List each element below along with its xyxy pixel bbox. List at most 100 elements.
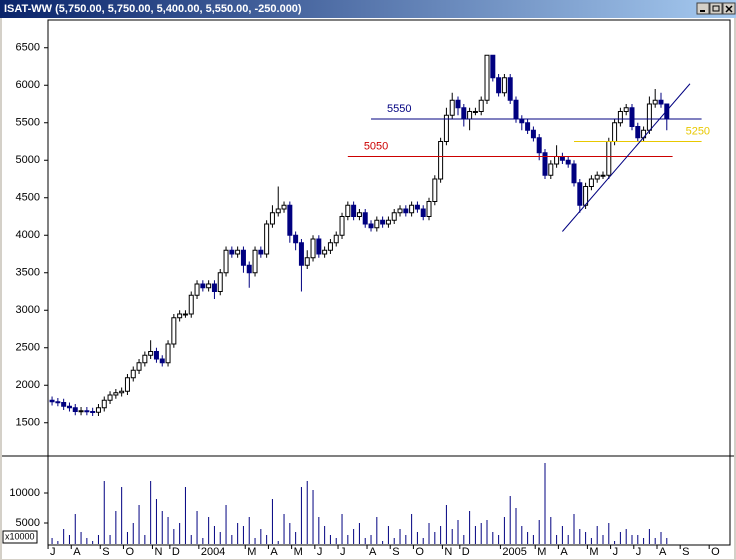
y-tick-label: 2000: [16, 379, 40, 391]
candle-body: [327, 242, 333, 251]
candle-body: [629, 107, 635, 127]
candle-body: [264, 223, 270, 255]
candle-body: [542, 152, 548, 176]
candle-body: [223, 249, 229, 274]
candle-body: [66, 405, 72, 409]
candle-body: [362, 212, 368, 225]
y-tick-label: 5000: [16, 517, 40, 529]
x-tick-label: J: [340, 546, 346, 558]
candle-body: [165, 343, 171, 364]
candle-body: [142, 354, 148, 364]
candle-body: [107, 394, 113, 401]
candle-body: [316, 238, 322, 255]
candle-body: [617, 111, 623, 124]
x-tick-label: D: [462, 546, 470, 558]
candle-body: [606, 141, 612, 176]
x-tick-label: 2004: [201, 546, 225, 558]
candle-body: [368, 223, 374, 229]
candle-body: [72, 407, 78, 412]
y-tick-label: 2500: [16, 342, 40, 354]
candle-body: [229, 249, 235, 255]
candle-body: [194, 283, 200, 296]
candle-body: [90, 411, 96, 413]
candle-body: [130, 369, 136, 379]
x-tick-label: J: [613, 546, 619, 558]
candle-body: [588, 178, 594, 187]
candle-body: [269, 212, 275, 225]
candle-body: [432, 178, 438, 202]
x-tick-label: N: [444, 546, 452, 558]
candle-body: [472, 111, 478, 113]
unit-box: [2, 530, 38, 544]
x-tick-label: S: [682, 546, 689, 558]
candle-body: [211, 283, 217, 292]
candle-body: [519, 118, 525, 124]
y-tick-label: 6500: [16, 42, 40, 54]
candle-body: [536, 137, 542, 154]
candle-body: [380, 219, 386, 225]
x-tick-label: M: [294, 546, 303, 558]
horizontal-line-label: 5550: [387, 103, 411, 115]
candle-body: [612, 122, 618, 142]
candle-body: [159, 358, 165, 364]
candle-body: [449, 99, 455, 116]
candle-body: [646, 103, 652, 131]
candle-body: [461, 107, 467, 120]
x-tick-label: O: [711, 546, 720, 558]
candle-body: [322, 249, 328, 255]
candle-body: [293, 234, 299, 244]
x-tick-label: A: [560, 546, 568, 558]
x-tick-label: J: [50, 546, 56, 558]
x-tick-label: A: [659, 546, 667, 558]
x-tick-label: D: [172, 546, 180, 558]
candle-body: [577, 182, 583, 206]
candle-body: [467, 111, 473, 120]
candle-body: [426, 201, 432, 217]
candle-body: [525, 122, 531, 131]
candle-body: [310, 238, 316, 259]
candle-body: [530, 129, 536, 139]
candle-body: [235, 249, 241, 255]
candle-body: [351, 204, 357, 217]
y-tick-label: 5500: [16, 117, 40, 129]
window-buttons[interactable]: [696, 2, 736, 15]
horizontal-line-label: 5250: [686, 125, 710, 137]
candle-body: [559, 156, 565, 161]
candle-body: [78, 410, 84, 413]
candle-body: [443, 114, 449, 142]
minimize-button[interactable]: [696, 2, 710, 15]
candle-body: [554, 156, 560, 165]
x-tick-label: M: [247, 546, 256, 558]
restore-button[interactable]: [709, 2, 723, 15]
x-tick-label: N: [154, 546, 162, 558]
x-tick-label: O: [415, 546, 424, 558]
candle-body: [333, 234, 339, 244]
title-bar: [0, 0, 736, 18]
candle-body: [240, 249, 246, 266]
candle-body: [252, 249, 258, 274]
x-tick-label: M: [589, 546, 598, 558]
y-tick-label: 6000: [16, 79, 40, 91]
y-tick-label: 10000: [9, 487, 40, 499]
candle-body: [438, 141, 444, 180]
y-tick-label: 1500: [16, 417, 40, 429]
candle-body: [258, 249, 264, 255]
x-tick-label: S: [102, 546, 109, 558]
candle-body: [304, 257, 310, 266]
candle-body: [153, 351, 159, 360]
x-tick-label: S: [392, 546, 399, 558]
candle-body: [490, 54, 496, 79]
y-tick-label: 4500: [16, 192, 40, 204]
y-tick-label: 3000: [16, 304, 40, 316]
candle-body: [217, 272, 223, 292]
candle-body: [658, 99, 664, 105]
candle-body: [397, 208, 403, 214]
candle-body: [287, 204, 293, 236]
candle-body: [356, 212, 362, 217]
candle-body: [391, 212, 397, 221]
y-tick-label: 5000: [16, 154, 40, 166]
x-tick-label: 2005: [502, 546, 526, 558]
y-tick-label: 3500: [16, 267, 40, 279]
x-tick-label: A: [369, 546, 377, 558]
